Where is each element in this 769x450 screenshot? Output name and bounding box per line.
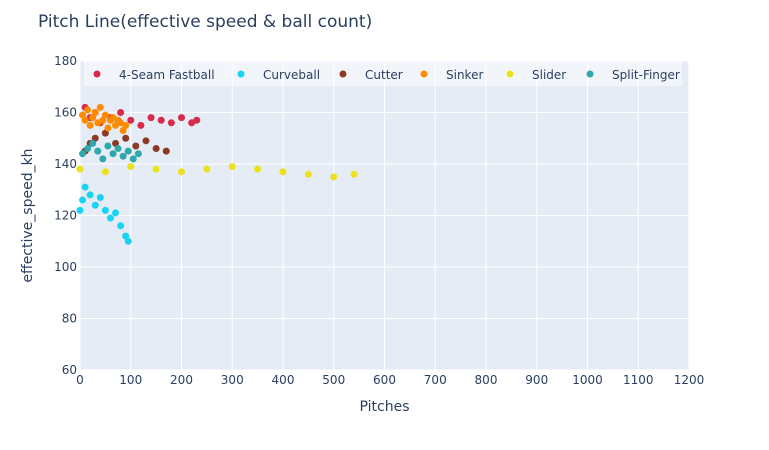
legend-label: Split-Finger	[612, 68, 680, 82]
data-point	[96, 193, 104, 201]
data-point	[142, 137, 150, 145]
data-point	[79, 196, 87, 204]
data-point	[101, 168, 109, 176]
x-tick-label: 300	[221, 373, 244, 387]
y-tick-label: 60	[62, 363, 77, 377]
data-point	[84, 106, 92, 114]
data-point	[86, 191, 94, 199]
data-point	[124, 237, 132, 245]
data-point	[89, 139, 97, 147]
y-tick-label: 80	[62, 312, 77, 326]
legend-label: Sinker	[446, 68, 483, 82]
x-tick-label: 700	[424, 373, 447, 387]
x-tick-label: 100	[119, 373, 142, 387]
data-point	[203, 165, 211, 173]
x-tick-label: 500	[322, 373, 345, 387]
legend-label: Cutter	[365, 68, 403, 82]
data-point	[162, 147, 170, 155]
x-tick-label: 900	[525, 373, 548, 387]
legend-marker	[339, 70, 347, 78]
legend-marker	[420, 70, 428, 78]
data-point	[254, 165, 262, 173]
y-tick-label: 100	[54, 260, 77, 274]
x-tick-label: 400	[272, 373, 295, 387]
x-tick-label: 1200	[674, 373, 705, 387]
legend-marker	[586, 70, 594, 78]
data-point	[109, 150, 117, 158]
data-point	[96, 103, 104, 111]
series-split-finger	[79, 139, 142, 163]
data-point	[117, 222, 125, 230]
data-point	[122, 134, 130, 142]
data-point	[76, 206, 84, 214]
data-point	[134, 150, 142, 158]
data-point	[178, 114, 185, 122]
data-point	[112, 209, 120, 217]
x-tick-label: 1100	[623, 373, 654, 387]
data-point	[84, 145, 92, 153]
data-point	[157, 116, 165, 124]
legend-marker	[506, 70, 514, 78]
data-point	[127, 116, 135, 124]
legend-box	[84, 60, 682, 86]
data-point	[132, 142, 140, 150]
legend-label: 4-Seam Fastball	[119, 68, 215, 82]
data-point	[193, 116, 201, 124]
data-point	[304, 170, 312, 178]
data-point	[106, 214, 114, 222]
x-tick-label: 800	[475, 373, 498, 387]
series-curveball	[76, 183, 132, 245]
x-tick-label: 0	[76, 373, 84, 387]
data-point	[129, 155, 137, 163]
legend-marker	[237, 70, 245, 78]
data-point	[350, 170, 358, 178]
x-tick-label: 1000	[572, 373, 603, 387]
data-point	[104, 124, 112, 132]
data-point	[79, 150, 87, 158]
data-point	[124, 147, 132, 155]
data-point	[101, 206, 109, 214]
data-point	[330, 173, 338, 181]
data-point	[81, 183, 89, 191]
data-point	[152, 145, 160, 153]
y-tick-label: 140	[54, 157, 77, 171]
series-sinker	[79, 103, 130, 135]
data-point	[99, 155, 107, 163]
data-point	[137, 121, 145, 129]
x-tick-label: 600	[373, 373, 396, 387]
data-point	[91, 201, 99, 209]
data-point	[147, 114, 155, 122]
data-point	[94, 147, 102, 155]
legend-marker	[93, 70, 101, 78]
data-point	[228, 163, 236, 171]
data-point	[279, 168, 287, 176]
data-point	[167, 119, 175, 127]
chart-title: Pitch Line(effective speed & ball count)	[38, 12, 373, 32]
y-tick-label: 120	[54, 209, 77, 223]
data-point	[76, 165, 84, 173]
data-point	[127, 163, 135, 171]
y-tick-label: 180	[54, 54, 77, 68]
x-tick-label: 200	[170, 373, 193, 387]
data-point	[178, 168, 185, 176]
y-axis-title: effective_speed_kh	[20, 148, 36, 282]
data-point	[91, 109, 99, 116]
data-point	[101, 111, 109, 119]
legend-label: Slider	[532, 68, 566, 82]
data-point	[122, 121, 130, 129]
legend-label: Curveball	[263, 68, 320, 82]
data-point	[119, 152, 127, 160]
x-axis-title: Pitches	[360, 399, 410, 415]
data-point	[117, 109, 125, 116]
y-tick-label: 160	[54, 106, 77, 120]
data-point	[104, 142, 112, 150]
series-slider	[76, 163, 358, 181]
data-point	[86, 121, 94, 129]
data-point	[152, 165, 160, 173]
data-point	[81, 116, 89, 124]
data-point	[114, 145, 122, 153]
